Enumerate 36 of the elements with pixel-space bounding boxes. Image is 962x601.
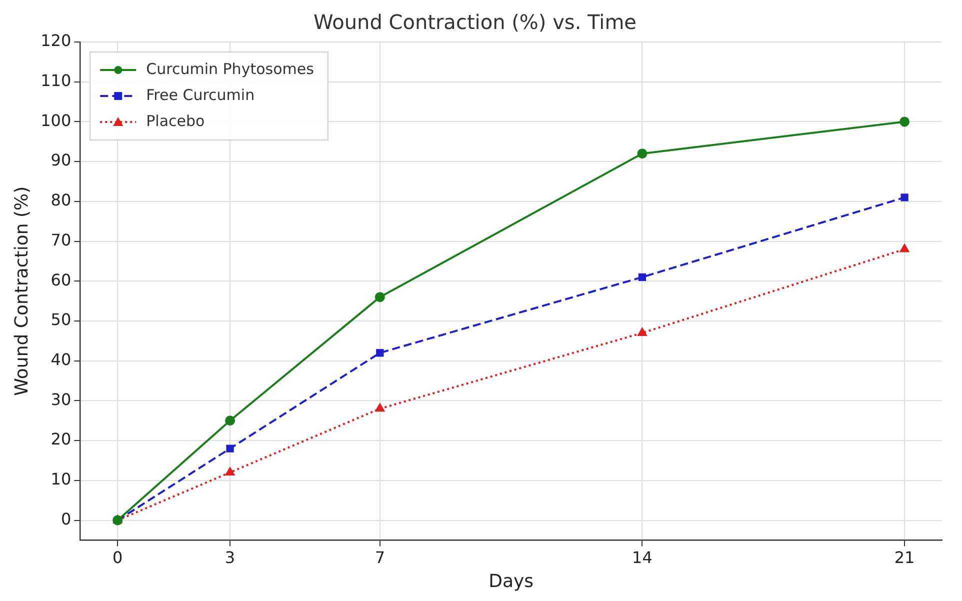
point (638, 328, 647, 336)
point (226, 467, 234, 476)
y-tick-label: 110 (40, 71, 72, 90)
y-tick-label: 20 (50, 430, 72, 449)
y-tick-label: 0 (60, 509, 72, 528)
x-tick-label: 0 (112, 548, 123, 567)
point (638, 273, 646, 281)
point (376, 349, 384, 357)
y-tick-label: 30 (50, 390, 72, 409)
point (900, 244, 909, 252)
x-axis-title: Days (488, 570, 534, 592)
y-tick-label: 50 (50, 310, 72, 330)
point (225, 416, 236, 426)
y-tick-label: 70 (50, 230, 72, 250)
chart-title: Wound Contraction (%) vs. Time (314, 10, 636, 34)
point (900, 116, 910, 127)
point (226, 444, 234, 452)
y-axis-title: Wound Contraction (%) (11, 186, 32, 396)
point (375, 404, 384, 412)
y-tick-label: 90 (50, 150, 72, 170)
legend-label: Free Curcumin (146, 86, 255, 104)
y-tick-label: 100 (40, 110, 72, 130)
legend-label: Placebo (146, 112, 205, 130)
legend-label: Curcumin Phytosomes (146, 60, 314, 78)
point (900, 194, 908, 202)
x-tick-label: 21 (894, 548, 915, 567)
x-tick-label: 7 (374, 548, 386, 567)
x-tick-label: 3 (224, 548, 236, 567)
y-tick-label: 60 (50, 270, 72, 290)
point (374, 292, 385, 302)
y-tick-label: 10 (50, 470, 72, 489)
point (637, 148, 648, 159)
y-tick-label: 80 (50, 190, 72, 210)
x-tick-label: 14 (632, 548, 652, 567)
y-tick-label: 120 (40, 31, 72, 50)
y-tick-label: 40 (50, 350, 72, 370)
